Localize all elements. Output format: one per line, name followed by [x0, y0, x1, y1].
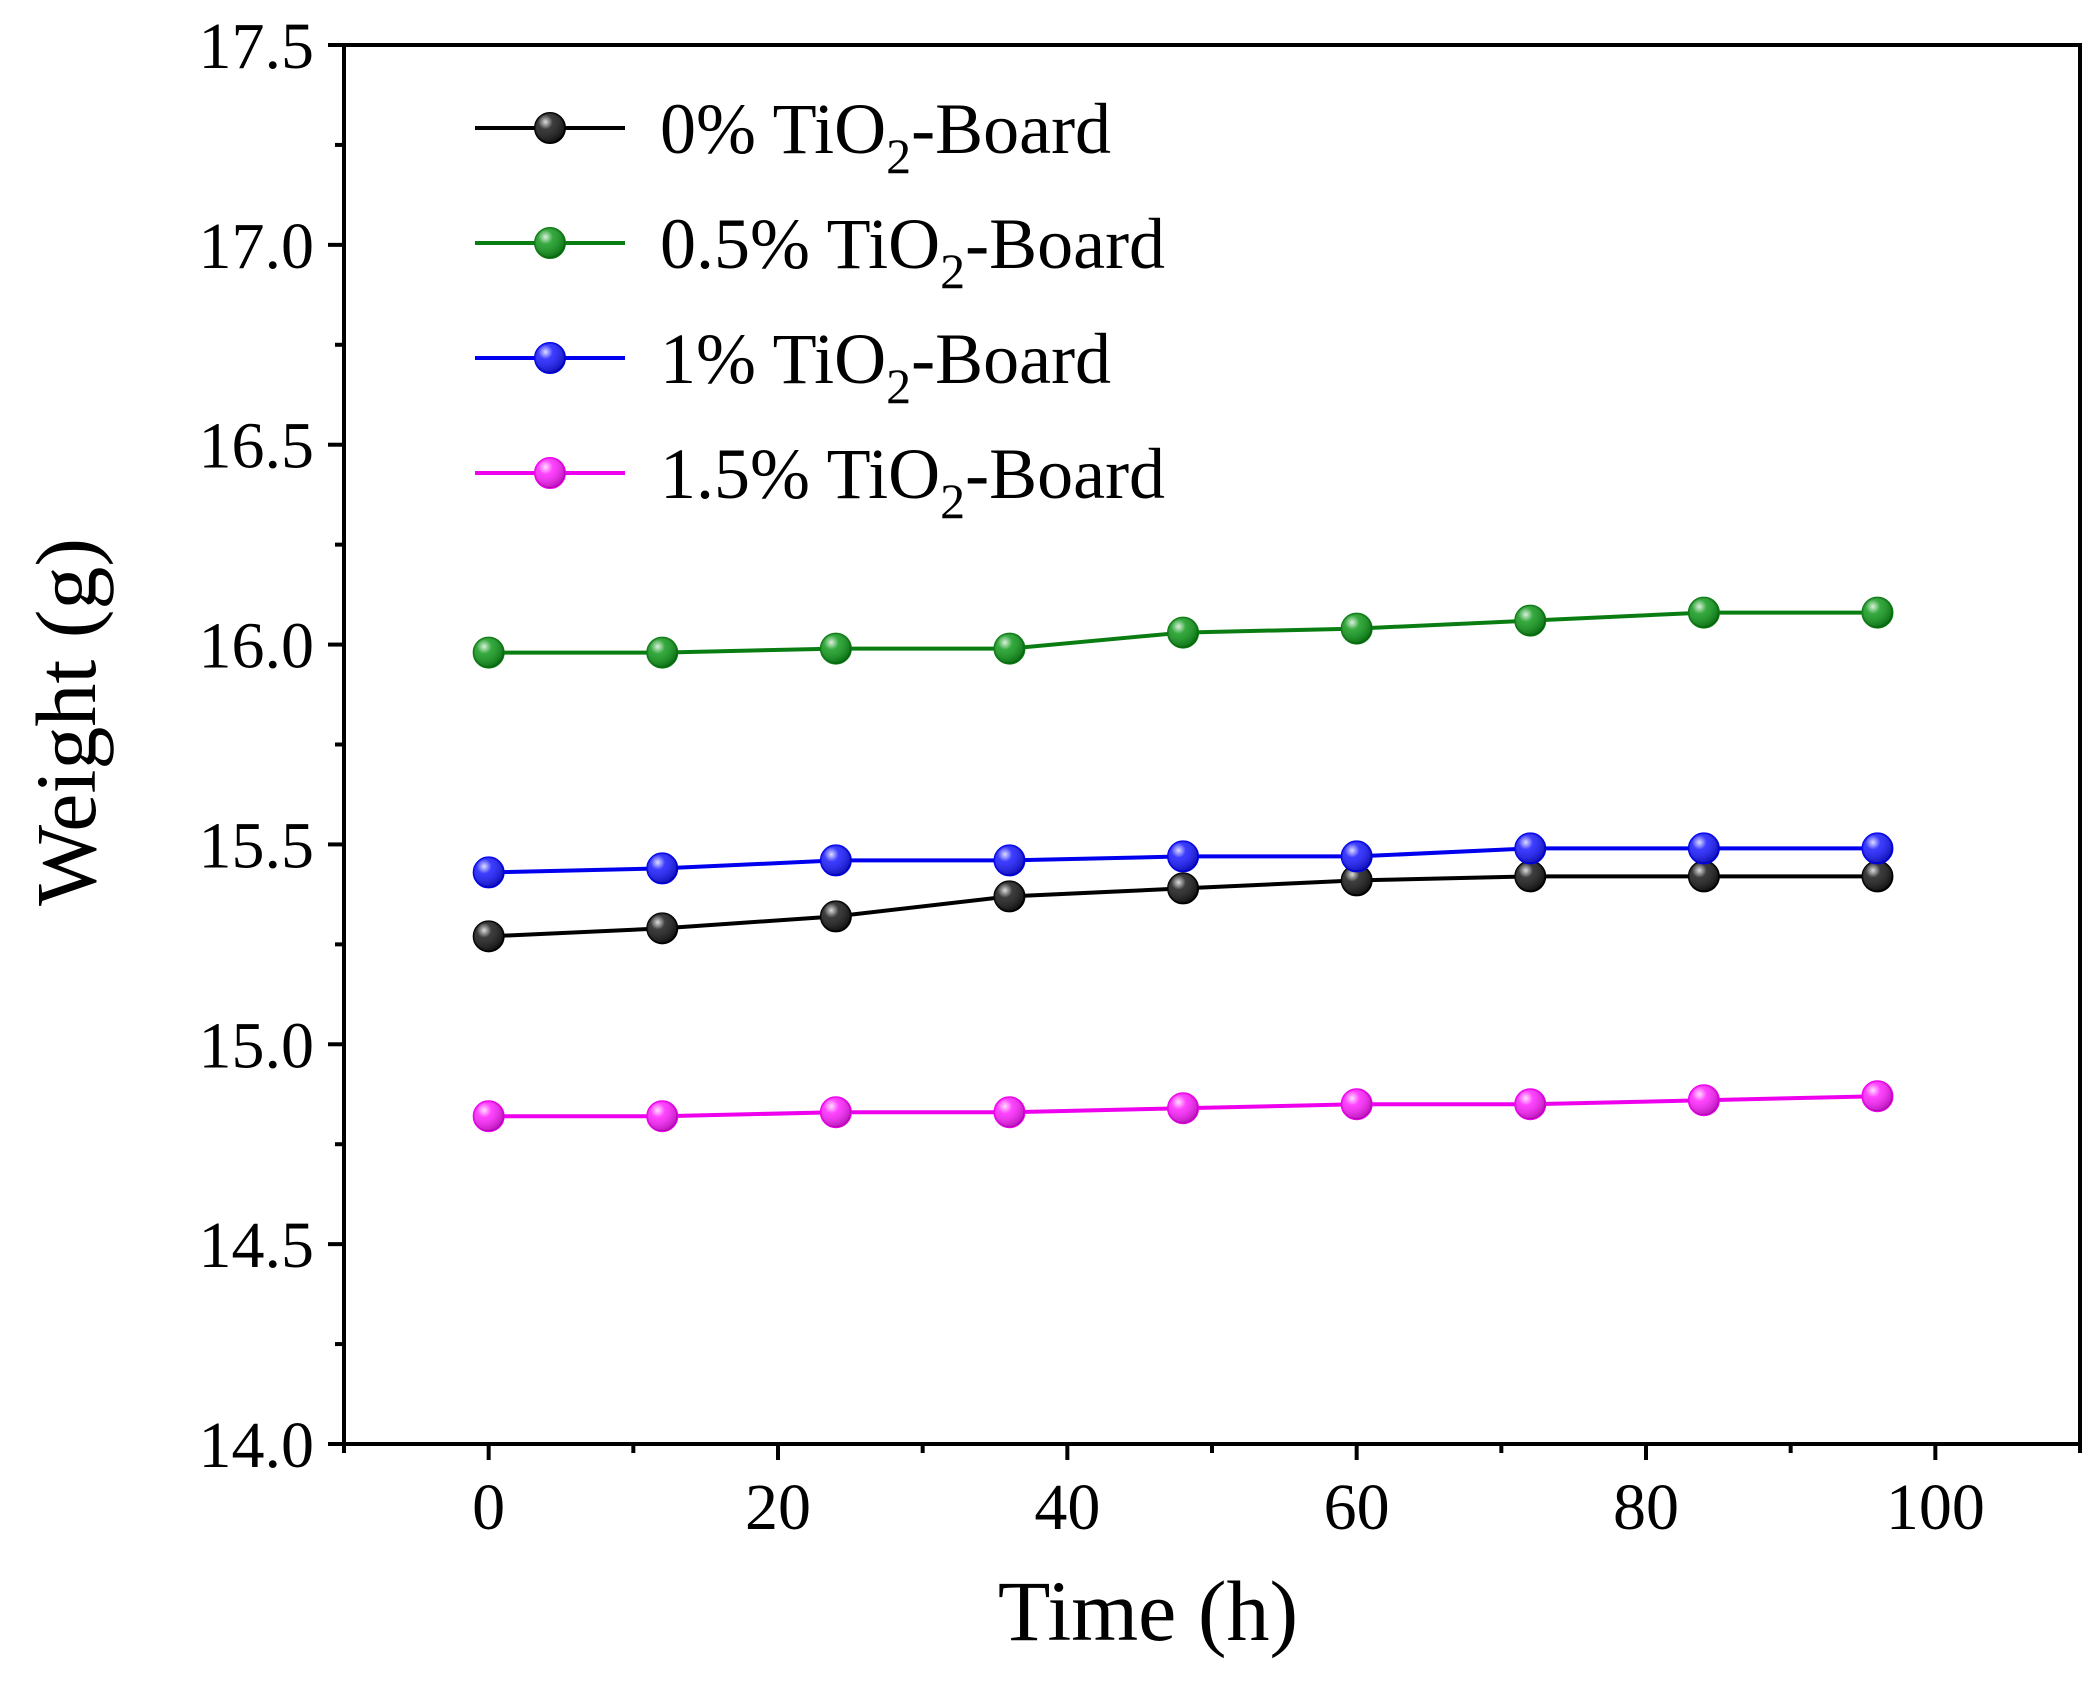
- legend-label-prefix: 0% TiO: [660, 89, 886, 169]
- data-point-highlight: [1341, 841, 1372, 872]
- legend-item-0: 0% TiO2-Board: [475, 89, 1111, 184]
- data-point-highlight: [1688, 833, 1719, 864]
- data-point-highlight: [1341, 613, 1372, 644]
- legend-label-suffix: -Board: [965, 204, 1165, 284]
- data-point-highlight: [1515, 861, 1546, 892]
- legend-label-subscript: 2: [940, 473, 965, 529]
- data-point-highlight: [473, 921, 504, 952]
- plot-frame: [342, 43, 2082, 1446]
- legend-label-suffix: -Board: [965, 434, 1165, 514]
- data-point-highlight: [647, 637, 678, 668]
- legend-marker-highlight: [535, 343, 565, 373]
- y-tick-label: 15.5: [199, 809, 315, 882]
- legend-marker-highlight: [535, 458, 565, 488]
- legend-label: 0.5% TiO2-Board: [660, 204, 1165, 299]
- legend-label: 1.5% TiO2-Board: [660, 434, 1165, 529]
- legend-label-subscript: 2: [886, 128, 911, 184]
- y-tick-label: 16.5: [199, 410, 315, 483]
- y-tick-label: 17.0: [199, 210, 315, 283]
- y-tick-label: 14.0: [199, 1409, 315, 1482]
- data-point-highlight: [1168, 617, 1199, 648]
- legend-marker-highlight: [535, 113, 565, 143]
- data-point-highlight: [1862, 597, 1893, 628]
- legend-label: 0% TiO2-Board: [660, 89, 1111, 184]
- series-3: [472, 1080, 1894, 1133]
- data-point-highlight: [1688, 597, 1719, 628]
- data-point-highlight: [1688, 1085, 1719, 1116]
- data-point-highlight: [1515, 605, 1546, 636]
- data-point-highlight: [820, 1097, 851, 1128]
- legend-label: 1% TiO2-Board: [660, 319, 1111, 414]
- x-tick-label: 20: [745, 1471, 811, 1544]
- data-point-highlight: [994, 633, 1025, 664]
- data-point-highlight: [473, 857, 504, 888]
- data-point-highlight: [1862, 1081, 1893, 1112]
- data-point-highlight: [1341, 865, 1372, 896]
- y-tick-label: 16.0: [199, 610, 315, 683]
- x-tick-label: 40: [1034, 1471, 1100, 1544]
- x-axis-title: Time (h): [998, 1563, 1298, 1659]
- legend-item-2: 1% TiO2-Board: [475, 319, 1111, 414]
- series-2: [472, 832, 1894, 889]
- legend-label-subscript: 2: [940, 243, 965, 299]
- data-point-highlight: [994, 845, 1025, 876]
- data-point-highlight: [1168, 1093, 1199, 1124]
- series-1: [472, 596, 1894, 669]
- data-point-highlight: [1515, 1089, 1546, 1120]
- legend-label-suffix: -Board: [911, 319, 1111, 399]
- data-point-highlight: [1862, 833, 1893, 864]
- legend-marker-highlight: [535, 228, 565, 258]
- y-tick-label: 17.5: [199, 10, 315, 83]
- data-point-highlight: [820, 845, 851, 876]
- data-point-highlight: [1862, 861, 1893, 892]
- data-point-highlight: [1515, 833, 1546, 864]
- data-point-highlight: [1168, 841, 1199, 872]
- legend-label-suffix: -Board: [911, 89, 1111, 169]
- x-tick-label: 0: [472, 1471, 505, 1544]
- y-axis-title: Weight (g): [18, 538, 114, 906]
- data-point-highlight: [647, 1101, 678, 1132]
- data-point-highlight: [473, 1101, 504, 1132]
- x-tick-label: 60: [1324, 1471, 1390, 1544]
- y-tick-label: 14.5: [199, 1209, 315, 1282]
- data-point-highlight: [647, 913, 678, 944]
- data-point-highlight: [1168, 873, 1199, 904]
- legend-item-1: 0.5% TiO2-Board: [475, 204, 1165, 299]
- data-point-highlight: [1688, 861, 1719, 892]
- data-point-highlight: [994, 1097, 1025, 1128]
- legend-item-3: 1.5% TiO2-Board: [475, 434, 1165, 529]
- x-tick-label: 100: [1886, 1471, 1985, 1544]
- legend-label-prefix: 1% TiO: [660, 319, 886, 399]
- data-point-highlight: [820, 901, 851, 932]
- data-point-highlight: [473, 637, 504, 668]
- legend-label-prefix: 1.5% TiO: [660, 434, 940, 514]
- x-tick-label: 80: [1613, 1471, 1679, 1544]
- data-point-highlight: [994, 881, 1025, 912]
- legend-label-prefix: 0.5% TiO: [660, 204, 940, 284]
- data-point-highlight: [820, 633, 851, 664]
- data-point-highlight: [1341, 1089, 1372, 1120]
- series-0: [472, 860, 1894, 953]
- legend-label-subscript: 2: [886, 358, 911, 414]
- y-tick-label: 15.0: [199, 1009, 315, 1082]
- data-point-highlight: [647, 853, 678, 884]
